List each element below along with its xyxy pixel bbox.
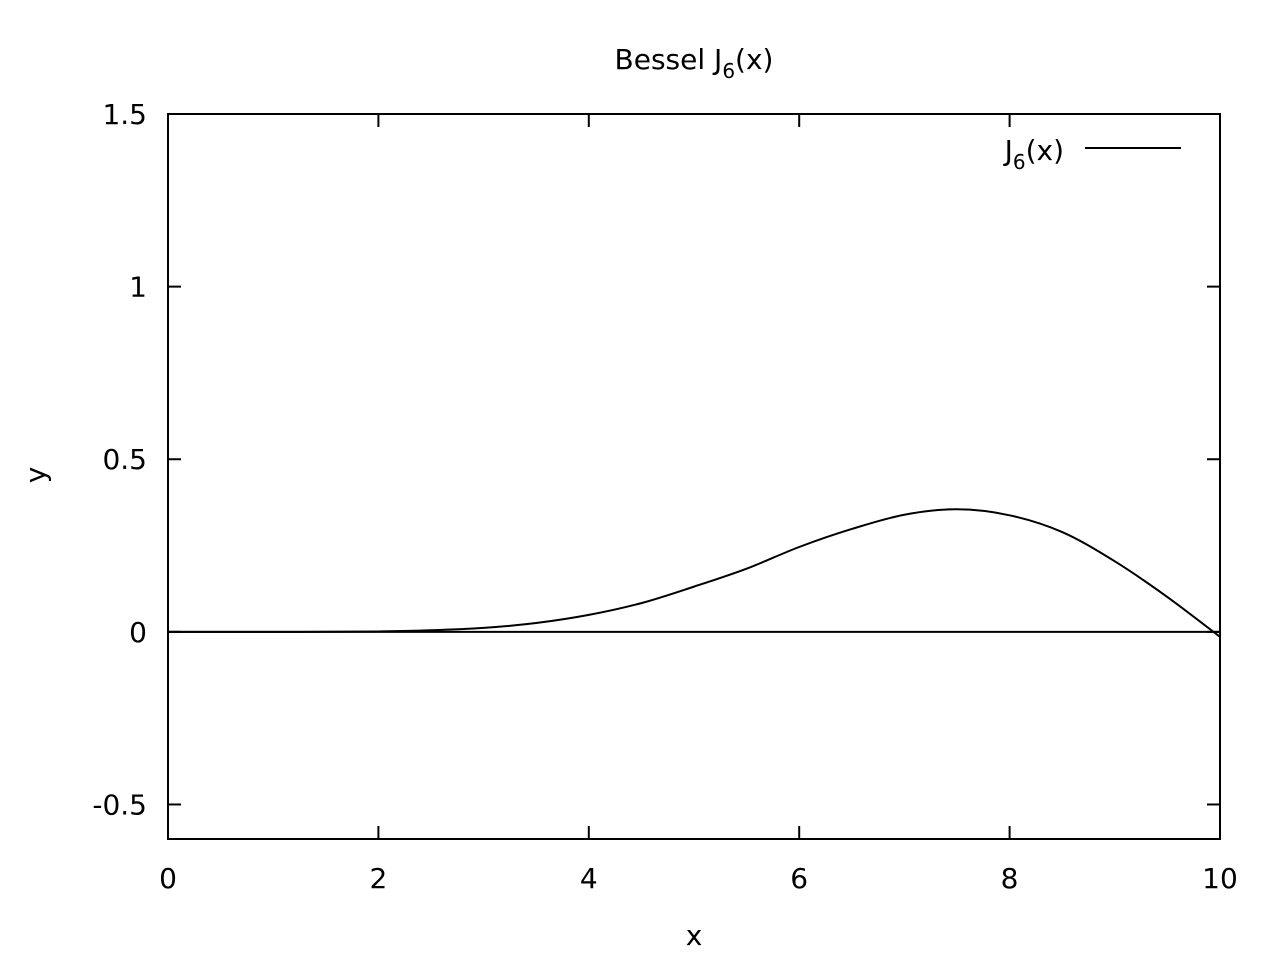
- chart-title-main: Bessel J: [615, 43, 723, 76]
- x-tick-label: 6: [790, 862, 808, 895]
- y-tick-label: -0.5: [92, 788, 147, 821]
- y-tick-label: 1: [129, 271, 147, 304]
- x-tick-label: 4: [580, 862, 598, 895]
- x-axis-label: x: [686, 919, 703, 952]
- legend-label-main: J: [1003, 134, 1013, 167]
- plot-frame: [167, 113, 1221, 840]
- y-tick-label: 0: [129, 616, 147, 649]
- series-line-j6: [168, 508, 1221, 638]
- x-tick-label: 2: [369, 862, 387, 895]
- x-tick-label: 10: [1202, 862, 1238, 895]
- legend-label-subscript: 6: [1013, 150, 1026, 174]
- ticks-layer: 0 2 4 6 8 10 -0.5 0 0.5 1 1.5: [92, 98, 1237, 895]
- x-tick-label: 0: [159, 862, 177, 895]
- series-layer: [168, 508, 1221, 638]
- chart-title-tail: (x): [735, 43, 773, 76]
- legend-entry-label: J6(x): [1003, 134, 1064, 174]
- legend-label-tail: (x): [1026, 134, 1064, 167]
- x-tick-label: 8: [1001, 862, 1019, 895]
- legend: J6(x): [1003, 134, 1181, 174]
- y-tick-label: 0.5: [102, 443, 147, 476]
- chart-title-subscript: 6: [722, 59, 735, 83]
- y-tick-label: 1.5: [102, 98, 147, 131]
- chart-title: Bessel J6(x): [615, 43, 774, 83]
- y-axis-label: y: [19, 467, 52, 484]
